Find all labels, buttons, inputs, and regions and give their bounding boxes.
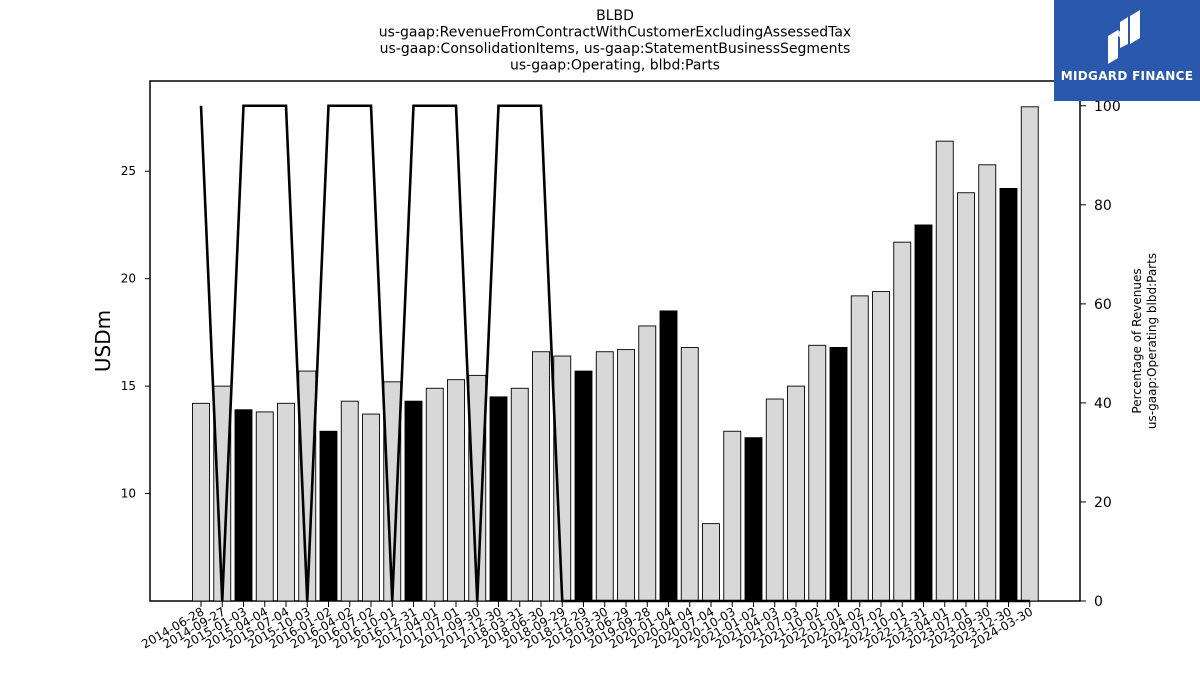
right-axis: 0 20 40 60 80 100 [1080, 99, 1121, 610]
bar-2023-09-30 [978, 164, 997, 602]
left-axis: 10 15 20 25 [121, 164, 150, 501]
chart-title: BLBDus-gaap:RevenueFromContractWithCusto… [379, 8, 851, 74]
y-axis-label: USDm [91, 310, 115, 372]
bar-2015-07-04 [277, 402, 295, 602]
bar-2019-09-28 [638, 325, 657, 602]
bar-2016-01-02 [319, 430, 338, 602]
bar-2021-01-02 [744, 437, 763, 602]
bars [192, 106, 1039, 602]
logo-text: MIDGARD FINANCE [1060, 69, 1194, 83]
percentage-line [199, 104, 1030, 603]
right-tick-label: 60 [1094, 297, 1112, 313]
right-tick-label: 80 [1094, 198, 1112, 214]
bar-2016-12-31 [404, 400, 423, 602]
right-tick-label: 20 [1094, 495, 1112, 511]
bar-2017-04-01 [425, 387, 444, 602]
bar-2020-04-04 [680, 347, 699, 602]
bar-2021-04-03 [765, 398, 784, 602]
left-tick-label: 10 [121, 487, 136, 501]
bar-2016-07-02 [362, 413, 380, 602]
bar-2018-06-30 [532, 351, 550, 602]
bar-2016-04-02 [340, 400, 359, 602]
chart-title-line: us-gaap:ConsolidationItems, us-gaap:Stat… [380, 41, 851, 57]
bar-2015-01-03 [234, 409, 253, 602]
y2-axis-label: Percentage of Revenuesus-gaap:Operating … [1130, 253, 1159, 429]
left-tick-label: 25 [121, 164, 136, 178]
bar-2014-09-27 [213, 385, 232, 602]
right-tick-label: 0 [1094, 594, 1103, 610]
logo-mark-icon [1108, 10, 1140, 64]
chart-title-line: us-gaap:Operating, blbd:Parts [510, 58, 720, 74]
chart-title-line: us-gaap:RevenueFromContractWithCustomerE… [379, 25, 851, 41]
bar-2019-03-30 [595, 351, 614, 602]
left-tick-label: 15 [121, 379, 136, 393]
left-tick-label: 20 [121, 272, 136, 286]
bar-2021-07-03 [787, 385, 805, 602]
bar-2017-07-01 [447, 379, 465, 602]
x-axis: 2014-06-282014-09-272015-01-032015-04-04… [139, 601, 1035, 651]
bar-2022-01-01 [829, 347, 848, 602]
bar-2018-03-31 [510, 387, 529, 602]
right-tick-label: 100 [1094, 99, 1121, 115]
percentage-line-path [199, 104, 1030, 603]
bar-2023-07-01 [957, 192, 975, 602]
chart-title-line: BLBD [596, 8, 634, 24]
bar-2014-06-28 [192, 402, 210, 602]
bar-2023-04-01 [935, 140, 954, 602]
bar-2020-10-03 [723, 430, 742, 602]
y2-axis-label-line: Percentage of Revenues [1130, 268, 1144, 413]
logo: MIDGARD FINANCE [1054, 0, 1200, 101]
bar-2020-07-04 [702, 523, 720, 602]
bar-2020-01-04 [659, 310, 678, 602]
bar-2018-12-29 [574, 370, 593, 602]
bar-2021-10-02 [808, 344, 827, 602]
bar-2019-06-29 [617, 349, 635, 602]
bar-2022-04-02 [850, 295, 869, 602]
y2-axis-label-line: us-gaap:Operating blbd:Parts [1145, 253, 1159, 429]
bar-2022-07-02 [872, 291, 890, 602]
bar-2024-03-30 [1020, 106, 1039, 602]
bar-2015-04-04 [255, 411, 274, 602]
bar-2017-12-30 [489, 396, 508, 602]
bar-2022-12-31 [914, 224, 933, 602]
bar-2022-10-01 [893, 241, 912, 602]
right-tick-label: 40 [1094, 396, 1112, 412]
bar-2023-12-30 [999, 187, 1018, 602]
